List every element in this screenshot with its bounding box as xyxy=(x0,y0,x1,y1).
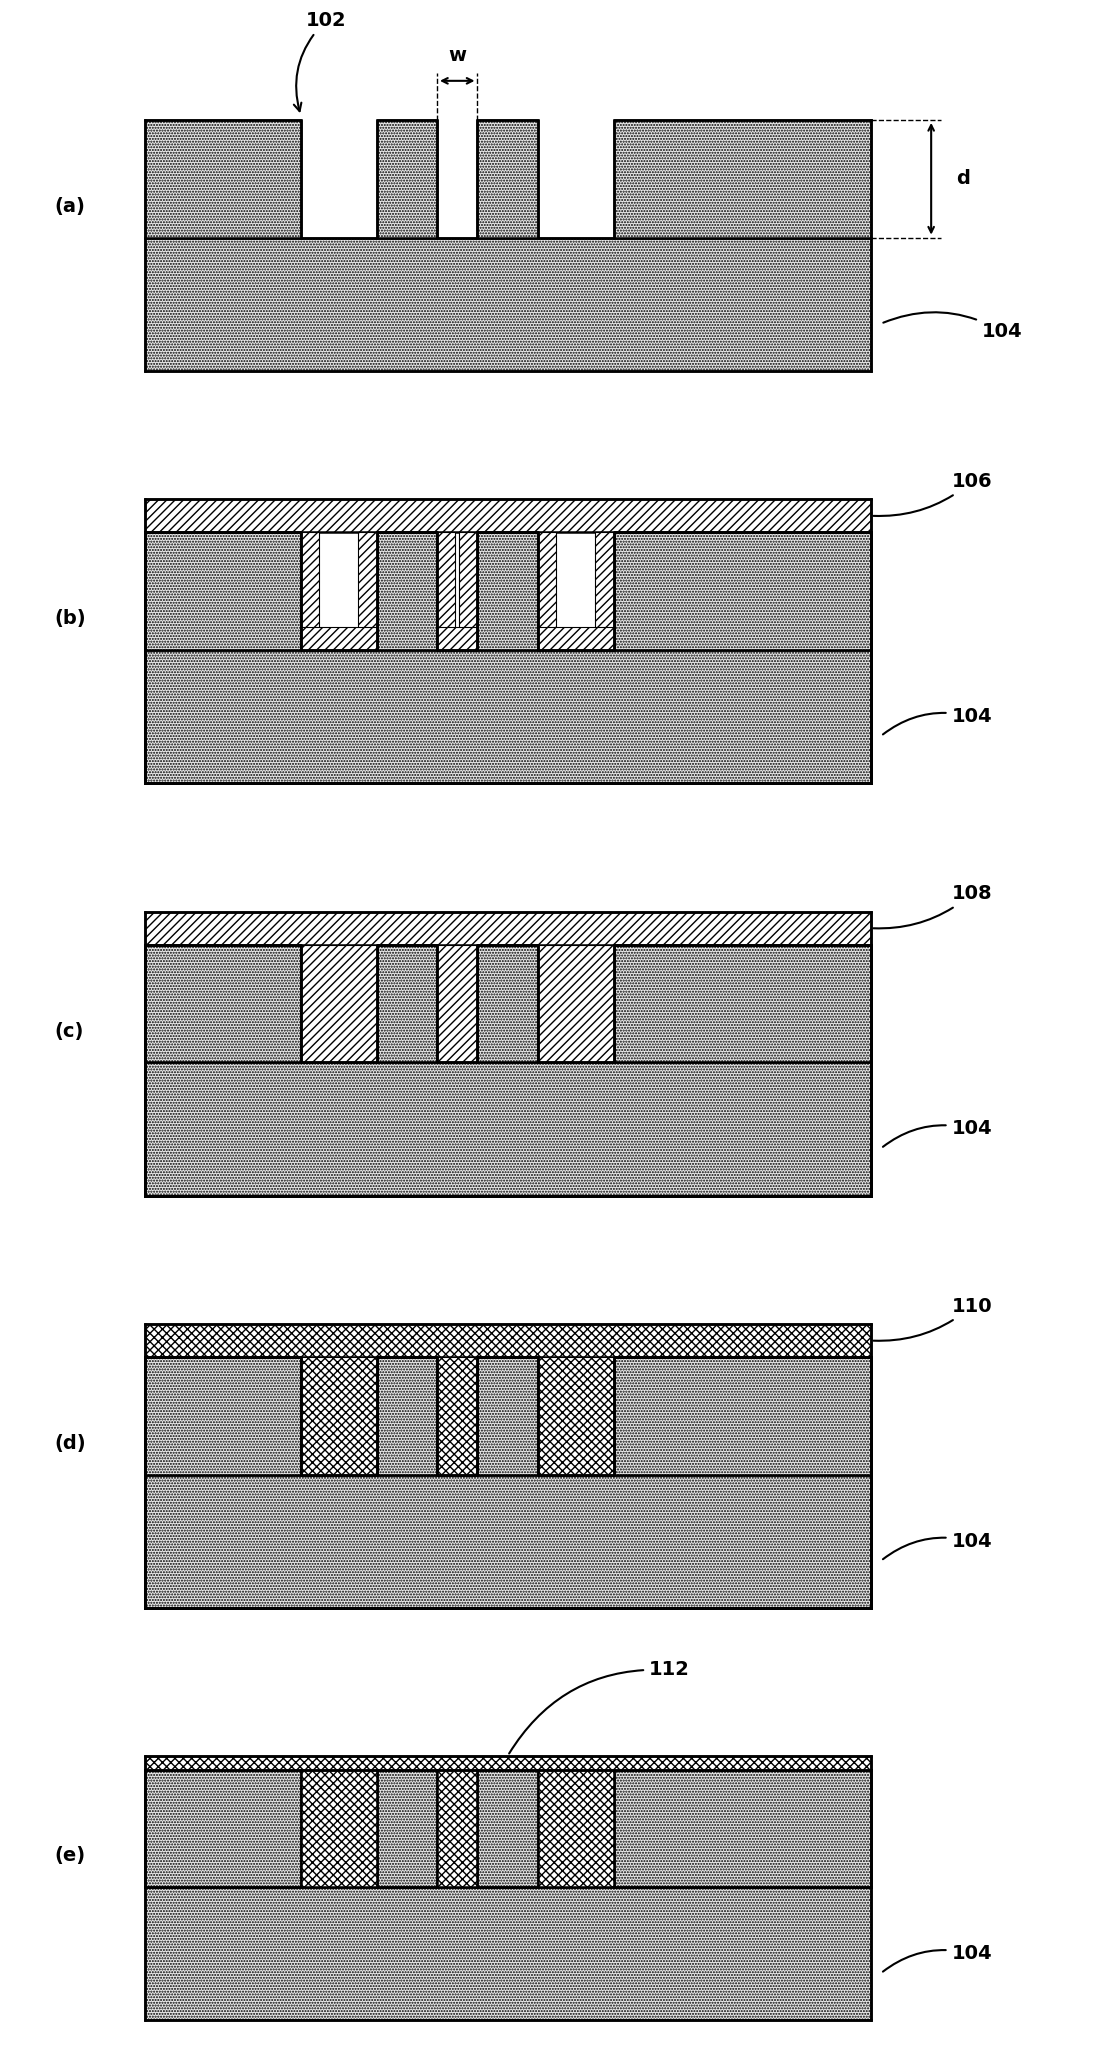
Text: w: w xyxy=(448,45,466,66)
Bar xyxy=(595,532,614,650)
Text: 104: 104 xyxy=(883,1944,992,1971)
Bar xyxy=(145,237,870,371)
Text: (e): (e) xyxy=(54,1845,85,1866)
Bar xyxy=(301,627,377,650)
Text: d: d xyxy=(957,169,970,188)
Bar xyxy=(145,1769,301,1887)
Bar xyxy=(478,532,538,650)
Bar xyxy=(301,1357,377,1474)
Bar xyxy=(538,944,614,1062)
Bar xyxy=(538,1357,614,1474)
Text: 104: 104 xyxy=(883,1120,992,1146)
Text: 104: 104 xyxy=(883,707,992,734)
Bar xyxy=(145,1474,870,1608)
Text: 110: 110 xyxy=(874,1297,992,1340)
Bar xyxy=(437,627,478,650)
Bar xyxy=(377,120,437,237)
Bar xyxy=(478,944,538,1062)
Bar xyxy=(145,1062,870,1196)
Bar xyxy=(377,1357,437,1474)
Bar xyxy=(538,1769,614,1887)
Text: 112: 112 xyxy=(510,1660,689,1753)
Bar xyxy=(145,1357,301,1474)
Bar xyxy=(145,532,301,650)
Text: (a): (a) xyxy=(54,196,84,217)
Text: (d): (d) xyxy=(54,1433,85,1454)
Bar xyxy=(614,1357,870,1474)
Bar xyxy=(301,1769,377,1887)
Bar xyxy=(145,944,301,1062)
Bar xyxy=(377,532,437,650)
Bar xyxy=(478,120,538,237)
Bar xyxy=(478,1769,538,1887)
Bar xyxy=(145,499,870,532)
Text: 102: 102 xyxy=(294,10,346,111)
Bar xyxy=(145,120,301,237)
Bar xyxy=(437,1357,478,1474)
Bar xyxy=(145,650,870,784)
Bar xyxy=(478,1357,538,1474)
Bar xyxy=(538,532,556,650)
Bar xyxy=(614,532,870,650)
Text: 104: 104 xyxy=(883,311,1023,340)
Bar xyxy=(145,1324,870,1357)
Text: (b): (b) xyxy=(54,608,85,629)
Bar xyxy=(614,1769,870,1887)
Bar xyxy=(459,532,478,650)
Bar xyxy=(301,944,377,1062)
Bar xyxy=(358,532,377,650)
Bar xyxy=(145,1757,870,1769)
Bar xyxy=(614,120,870,237)
Text: 108: 108 xyxy=(874,885,992,928)
Bar xyxy=(377,944,437,1062)
Bar xyxy=(377,1769,437,1887)
Bar xyxy=(145,1887,870,2021)
Bar xyxy=(145,911,870,944)
Text: (c): (c) xyxy=(54,1021,83,1041)
Bar xyxy=(301,532,319,650)
Bar xyxy=(437,1769,478,1887)
Bar xyxy=(614,944,870,1062)
Bar xyxy=(538,627,614,650)
Bar xyxy=(437,944,478,1062)
Text: 106: 106 xyxy=(874,472,992,516)
Bar xyxy=(437,532,455,650)
Text: 104: 104 xyxy=(883,1532,992,1559)
